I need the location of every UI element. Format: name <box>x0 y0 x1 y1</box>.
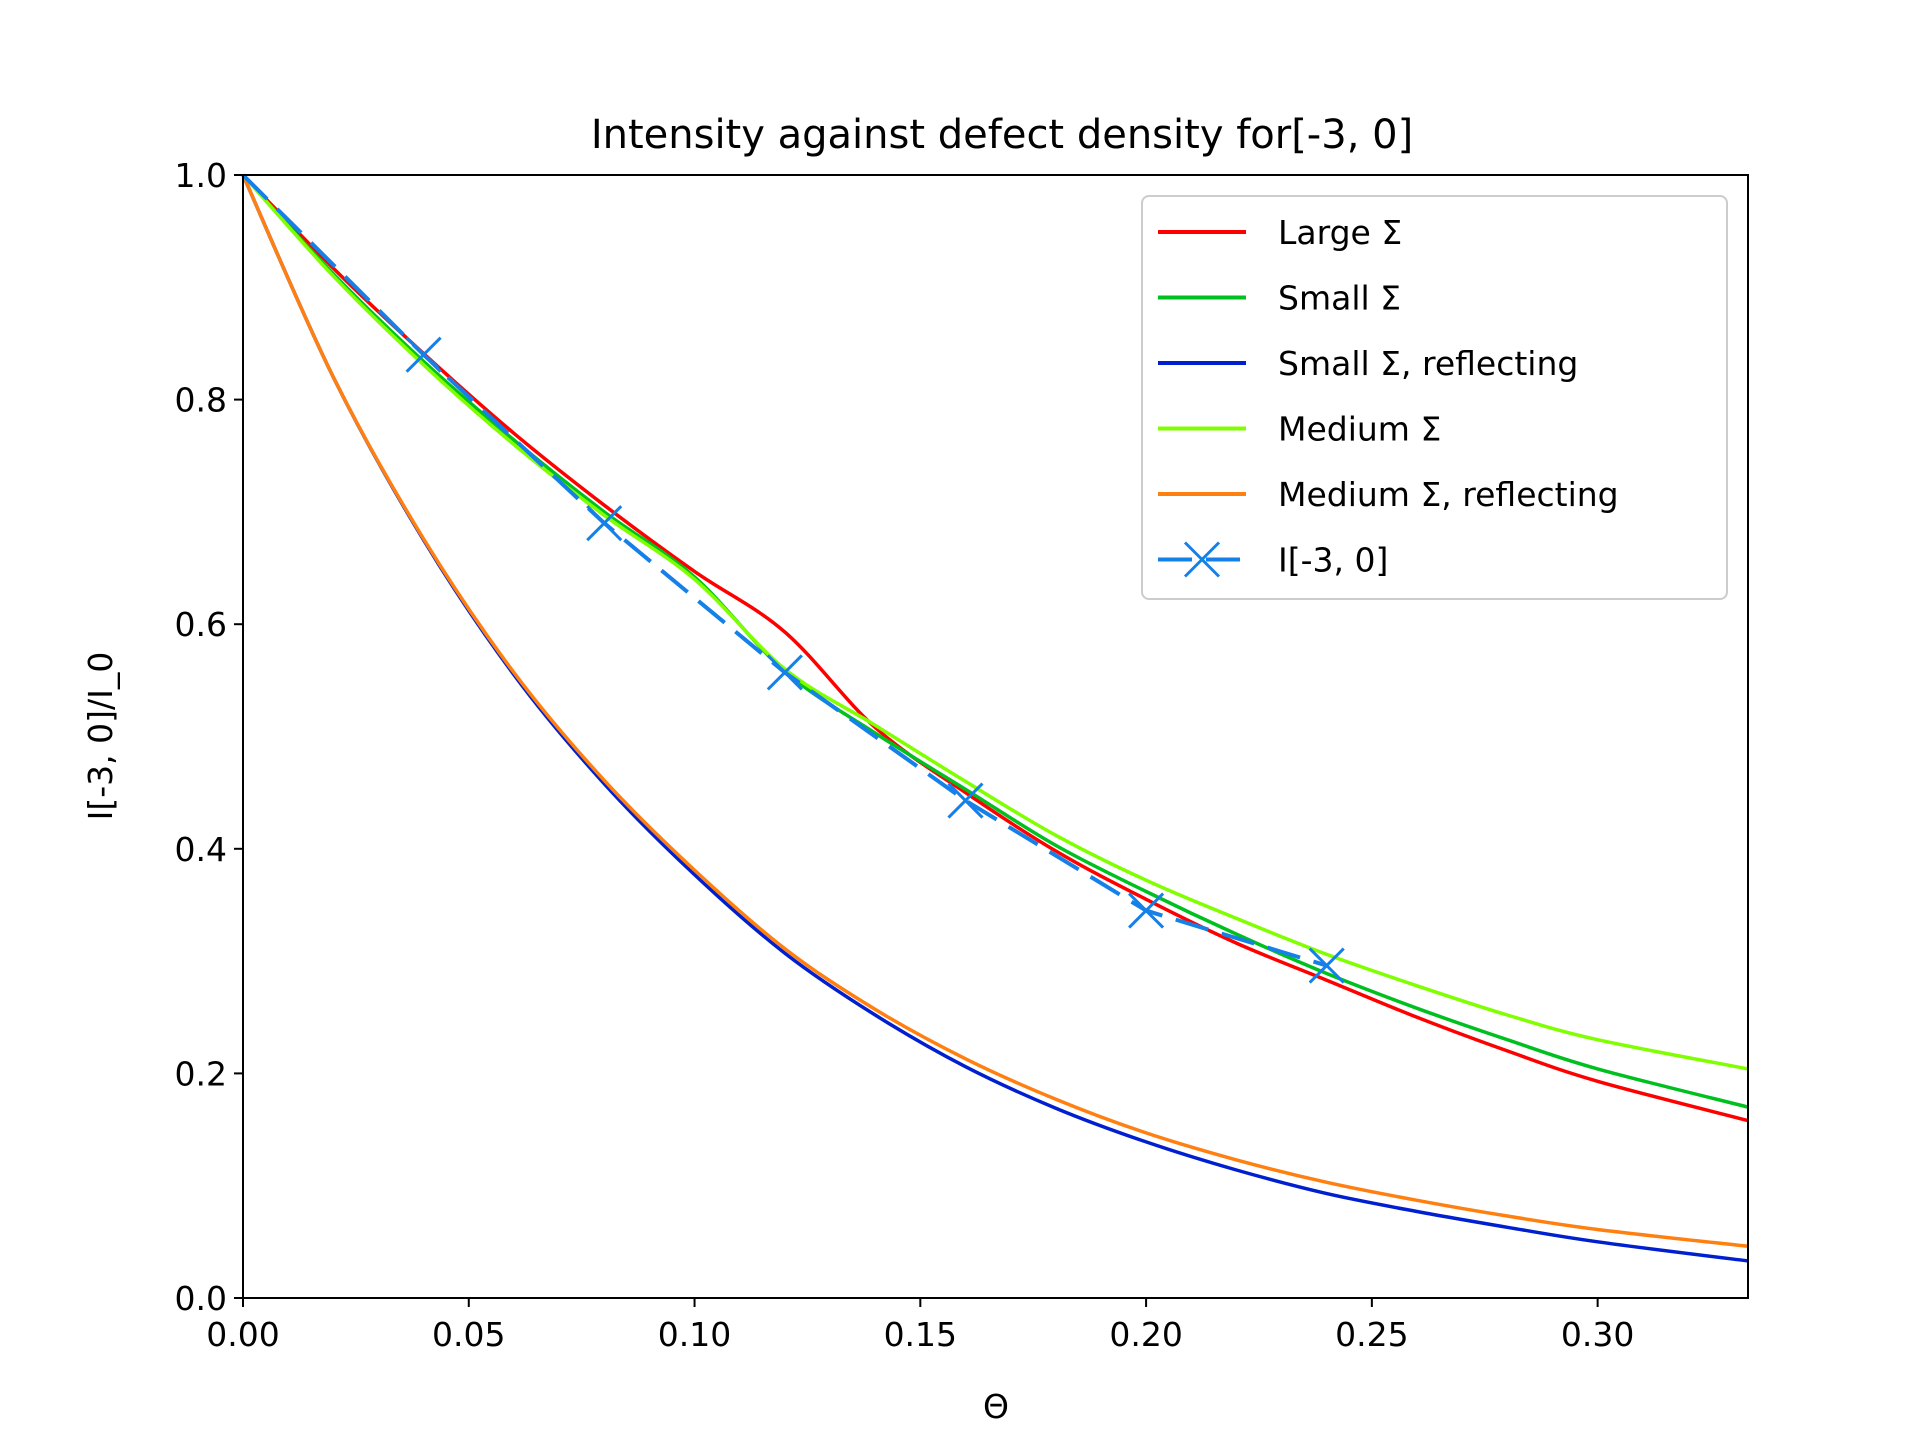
data-point-marker <box>1128 892 1165 929</box>
y-tick-label: 0.2 <box>175 1054 227 1093</box>
data-point-marker <box>1308 947 1345 984</box>
y-tick-label: 1.0 <box>175 156 227 195</box>
x-tick-label: 0.20 <box>1109 1315 1182 1354</box>
legend-entries: Large Σ Small Σ Small Σ, reflecting Medium … <box>1158 213 1619 580</box>
y-tick-label: 0.0 <box>175 1279 227 1318</box>
y-tick-label: 0.6 <box>175 605 227 644</box>
plot-frame <box>242 174 1749 1299</box>
x-axis-label: Θ <box>983 1387 1009 1426</box>
data-point-marker <box>766 654 803 691</box>
data-point-marker <box>586 505 623 542</box>
y-tick-label: 0.4 <box>175 830 227 869</box>
y-tick-label: 0.8 <box>175 381 227 420</box>
legend-marker <box>1183 541 1221 578</box>
y-axis-label: I[-3, 0]/I_0 <box>81 652 120 821</box>
x-tick-label: 0.30 <box>1561 1315 1634 1354</box>
series-line-3 <box>241 173 1749 1071</box>
chart-title: Intensity against defect density for[-3,… <box>591 112 1413 158</box>
series-line-1 <box>241 173 1749 1109</box>
legend-label: Small Σ <box>1278 279 1401 318</box>
x-tick-label: 0.15 <box>884 1315 957 1354</box>
x-tick-label: 0.00 <box>206 1315 279 1354</box>
legend-label: Medium Σ <box>1278 410 1441 449</box>
legend: Large Σ Small Σ Small Σ, reflecting Medium … <box>1141 195 1728 600</box>
y-axis-ticks: 0.0 0.2 0.4 0.6 0.8 1.0 <box>175 156 243 1318</box>
series-layer <box>241 173 1749 1263</box>
legend-label: Medium Σ, reflecting <box>1278 475 1619 514</box>
legend-label: Small Σ, reflecting <box>1278 344 1578 383</box>
data-point-marker <box>405 336 442 373</box>
series-line-4 <box>241 174 1749 1249</box>
legend-label: I[-3, 0] <box>1278 541 1388 580</box>
x-axis-ticks: 0.00 0.05 0.10 0.15 0.20 0.25 0.30 <box>206 1298 1634 1354</box>
legend-label: Large Σ <box>1278 213 1402 252</box>
legend-box <box>1141 195 1728 600</box>
x-tick-label: 0.25 <box>1335 1315 1408 1354</box>
data-point-marker <box>947 782 984 819</box>
x-tick-label: 0.10 <box>658 1315 731 1354</box>
x-tick-label: 0.05 <box>432 1315 505 1354</box>
